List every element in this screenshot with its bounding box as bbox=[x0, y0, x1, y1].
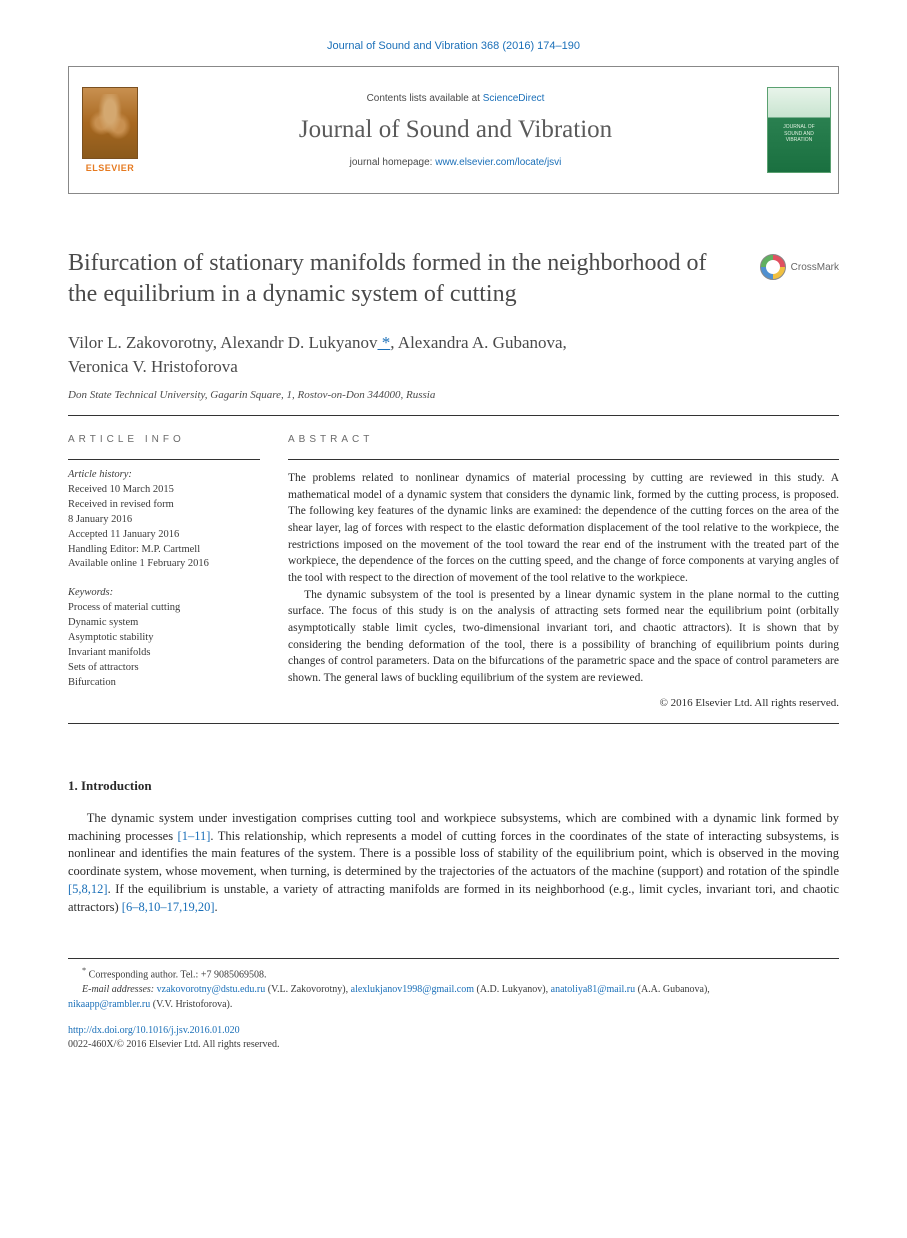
keyword: Asymptotic stability bbox=[68, 631, 260, 646]
intro-paragraph-1: The dynamic system under investigation c… bbox=[68, 810, 839, 917]
journal-title: Journal of Sound and Vibration bbox=[299, 116, 612, 144]
crossmark-badge[interactable]: CrossMark bbox=[760, 254, 839, 280]
homepage-prefix: journal homepage: bbox=[350, 157, 436, 168]
citation-link[interactable]: [1–11] bbox=[178, 829, 211, 843]
history-editor: Handling Editor: M.P. Cartmell bbox=[68, 543, 260, 558]
email-link[interactable]: nikaapp@rambler.ru bbox=[68, 999, 150, 1010]
affiliation: Don State Technical University, Gagarin … bbox=[68, 389, 839, 401]
footnotes: * Corresponding author. Tel.: +7 9085069… bbox=[68, 958, 839, 1052]
introduction-heading: 1. Introduction bbox=[68, 778, 839, 794]
divider-bottom bbox=[68, 723, 839, 724]
crossmark-icon bbox=[760, 254, 786, 280]
authors: Vilor L. Zakovorotny, Alexandr D. Lukyan… bbox=[68, 331, 839, 379]
email-name: (A.A. Gubanova), bbox=[635, 984, 710, 995]
elsevier-tree-icon bbox=[82, 87, 138, 159]
elsevier-logo: ELSEVIER bbox=[69, 67, 151, 193]
info-abstract-row: ARTICLE INFO Article history: Received 1… bbox=[68, 416, 839, 723]
abstract-label: ABSTRACT bbox=[288, 434, 839, 445]
abstract-column: ABSTRACT The problems related to nonline… bbox=[288, 434, 839, 709]
journal-cover-thumb bbox=[760, 67, 838, 193]
email-addresses: E-mail addresses: vzakovorotny@dstu.edu.… bbox=[68, 983, 839, 998]
journal-header: ELSEVIER Contents lists available at Sci… bbox=[68, 66, 839, 194]
article-title: Bifurcation of stationary manifolds form… bbox=[68, 248, 736, 309]
email-addresses-line2: nikaapp@rambler.ru (V.V. Hristoforova). bbox=[68, 998, 839, 1013]
history-online: Available online 1 February 2016 bbox=[68, 557, 260, 572]
header-center: Contents lists available at ScienceDirec… bbox=[151, 67, 760, 193]
abstract-paragraph-2: The dynamic subsystem of the tool is pre… bbox=[288, 587, 839, 687]
keywords-heading: Keywords: bbox=[68, 586, 260, 601]
history-revised-2: 8 January 2016 bbox=[68, 513, 260, 528]
introduction-section: 1. Introduction The dynamic system under… bbox=[68, 778, 839, 917]
authors-line-2: Veronica V. Hristoforova bbox=[68, 357, 238, 376]
elsevier-label: ELSEVIER bbox=[86, 163, 135, 173]
corresponding-author-marker[interactable]: * bbox=[377, 333, 390, 352]
issn-line: 0022-460X/© 2016 Elsevier Ltd. All right… bbox=[68, 1039, 279, 1050]
homepage-line: journal homepage: www.elsevier.com/locat… bbox=[350, 157, 562, 168]
email-link[interactable]: vzakovorotny@dstu.edu.ru bbox=[157, 984, 266, 995]
email-name: (A.D. Lukyanov), bbox=[474, 984, 551, 995]
contents-available-line: Contents lists available at ScienceDirec… bbox=[367, 93, 545, 104]
authors-line-1b: , Alexandra A. Gubanova, bbox=[390, 333, 567, 352]
keyword: Invariant manifolds bbox=[68, 646, 260, 661]
sciencedirect-link[interactable]: ScienceDirect bbox=[483, 93, 545, 104]
keyword: Sets of attractors bbox=[68, 661, 260, 676]
abstract-divider bbox=[288, 459, 839, 460]
abstract-paragraph-1: The problems related to nonlinear dynami… bbox=[288, 470, 839, 587]
keyword: Dynamic system bbox=[68, 616, 260, 631]
crossmark-label: CrossMark bbox=[791, 262, 839, 273]
history-heading: Article history: bbox=[68, 468, 260, 483]
doi-block: http://dx.doi.org/10.1016/j.jsv.2016.01.… bbox=[68, 1024, 839, 1052]
email-link[interactable]: anatoliya81@mail.ru bbox=[551, 984, 635, 995]
title-row: Bifurcation of stationary manifolds form… bbox=[68, 248, 839, 309]
homepage-link[interactable]: www.elsevier.com/locate/jsvi bbox=[435, 157, 561, 168]
citation-link[interactable]: [6–8,10–17,19,20] bbox=[122, 900, 215, 914]
history-accepted: Accepted 11 January 2016 bbox=[68, 528, 260, 543]
journal-reference: Journal of Sound and Vibration 368 (2016… bbox=[68, 40, 839, 52]
info-divider bbox=[68, 459, 260, 460]
corresponding-author-note: * Corresponding author. Tel.: +7 9085069… bbox=[68, 965, 839, 983]
email-name: (V.L. Zakovorotny), bbox=[265, 984, 350, 995]
abstract-copyright: © 2016 Elsevier Ltd. All rights reserved… bbox=[288, 697, 839, 709]
authors-line-1a: Vilor L. Zakovorotny, Alexandr D. Lukyan… bbox=[68, 333, 377, 352]
email-label: E-mail addresses: bbox=[82, 984, 157, 995]
keyword: Process of material cutting bbox=[68, 601, 260, 616]
contents-prefix: Contents lists available at bbox=[367, 93, 483, 104]
article-info-column: ARTICLE INFO Article history: Received 1… bbox=[68, 434, 260, 709]
intro-text-d: . bbox=[215, 900, 218, 914]
introduction-body: The dynamic system under investigation c… bbox=[68, 810, 839, 917]
citation-link[interactable]: [5,8,12] bbox=[68, 882, 108, 896]
keyword: Bifurcation bbox=[68, 676, 260, 691]
corr-text: Corresponding author. Tel.: +7 908506950… bbox=[89, 970, 267, 981]
history-revised-1: Received in revised form bbox=[68, 498, 260, 513]
doi-link[interactable]: http://dx.doi.org/10.1016/j.jsv.2016.01.… bbox=[68, 1025, 240, 1036]
article-history: Article history: Received 10 March 2015 … bbox=[68, 468, 260, 572]
article-info-label: ARTICLE INFO bbox=[68, 434, 260, 445]
cover-image bbox=[767, 87, 831, 173]
email-name: (V.V. Hristoforova). bbox=[150, 999, 232, 1010]
email-link[interactable]: alexlukjanov1998@gmail.com bbox=[351, 984, 474, 995]
history-received: Received 10 March 2015 bbox=[68, 483, 260, 498]
keywords-block: Keywords: Process of material cutting Dy… bbox=[68, 586, 260, 690]
abstract-text: The problems related to nonlinear dynami… bbox=[288, 470, 839, 687]
